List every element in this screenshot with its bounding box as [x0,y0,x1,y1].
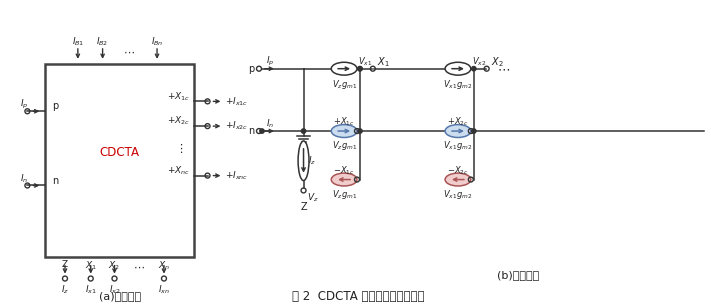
Circle shape [301,129,306,133]
Text: $I_{B2}$: $I_{B2}$ [97,36,109,48]
Text: $I_{x2}$: $I_{x2}$ [109,283,120,296]
Text: p: p [248,64,254,74]
Text: Z: Z [300,202,307,212]
Text: $V_{x1}g_{m2}$: $V_{x1}g_{m2}$ [443,140,473,152]
Text: $\cdots$: $\cdots$ [124,47,135,57]
Text: $-X_{1c}$: $-X_{1c}$ [333,164,355,177]
Text: n: n [248,126,254,136]
Text: $I_n$: $I_n$ [266,118,274,130]
Text: $I_z$: $I_z$ [61,283,69,296]
Text: $+X_{2c}$: $+X_{2c}$ [166,115,190,127]
Text: $I_{Bn}$: $I_{Bn}$ [151,36,164,48]
Ellipse shape [445,125,471,137]
Text: $I_{x1}$: $I_{x1}$ [85,283,97,296]
Text: $V_z g_{m1}$: $V_z g_{m1}$ [331,78,357,91]
Text: $V_z$: $V_z$ [307,191,319,203]
Text: $I_z$: $I_z$ [309,155,316,167]
Text: (b)等效电路: (b)等效电路 [497,270,540,280]
Text: $+X_{1c}$: $+X_{1c}$ [333,116,355,129]
Ellipse shape [331,62,357,75]
Text: $I_p$: $I_p$ [20,98,28,111]
Text: Z: Z [62,260,68,269]
Circle shape [260,129,264,133]
Text: $X_2$: $X_2$ [109,260,120,272]
Text: $+X_{2c}$: $+X_{2c}$ [447,116,469,129]
Circle shape [358,129,362,133]
Text: n: n [52,176,58,185]
Text: $V_z g_{m1}$: $V_z g_{m1}$ [331,140,357,152]
Text: $X_n$: $X_n$ [158,260,170,272]
Circle shape [358,66,362,71]
Text: $I_p$: $I_p$ [266,55,274,68]
Text: $+I_{xnc}$: $+I_{xnc}$ [225,169,249,182]
Text: $I_{B1}$: $I_{B1}$ [72,36,84,48]
Ellipse shape [445,173,471,186]
Circle shape [358,66,362,71]
Text: $X_2$: $X_2$ [491,55,503,69]
Text: $V_{x1}g_{m2}$: $V_{x1}g_{m2}$ [443,188,473,201]
Ellipse shape [331,173,357,186]
Circle shape [471,129,476,133]
Text: p: p [52,101,58,111]
Text: $+X_{1c}$: $+X_{1c}$ [166,90,190,103]
Ellipse shape [445,62,471,75]
Text: $\cdots$: $\cdots$ [497,62,510,75]
Text: $I_n$: $I_n$ [21,172,28,185]
Text: $\vdots$: $\vdots$ [175,142,183,155]
Text: $V_{x1}g_{m2}$: $V_{x1}g_{m2}$ [443,78,473,91]
Ellipse shape [331,125,357,137]
Text: 图 2  CDCTA 元件符号及等效电路: 图 2 CDCTA 元件符号及等效电路 [292,290,424,303]
Circle shape [471,66,476,71]
Text: $V_{x2}$: $V_{x2}$ [471,55,486,68]
Text: $-X_{2c}$: $-X_{2c}$ [447,164,469,177]
Text: $+I_{x1c}$: $+I_{x1c}$ [225,95,249,108]
Text: $V_{x1}$: $V_{x1}$ [358,55,372,68]
Text: $X_1$: $X_1$ [85,260,97,272]
Text: $+X_{nc}$: $+X_{nc}$ [166,164,190,177]
Ellipse shape [298,141,309,181]
Text: $X_1$: $X_1$ [377,55,390,69]
Bar [46,64,193,257]
Text: CDCTA: CDCTA [100,146,139,159]
Text: $V_z g_{m1}$: $V_z g_{m1}$ [331,188,357,201]
Text: (a)电路符号: (a)电路符号 [100,291,141,301]
Text: $\cdots$: $\cdots$ [133,262,145,272]
Text: $+I_{x2c}$: $+I_{x2c}$ [225,120,249,132]
Text: $I_{xn}$: $I_{xn}$ [158,283,170,296]
